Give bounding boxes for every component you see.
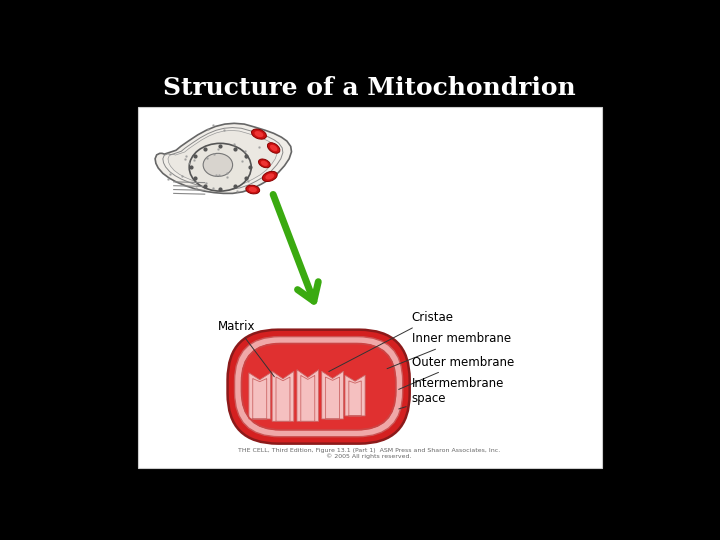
Ellipse shape (248, 187, 257, 192)
FancyBboxPatch shape (235, 336, 402, 437)
Ellipse shape (189, 143, 251, 191)
Text: Cristae: Cristae (329, 311, 454, 372)
Text: Matrix: Matrix (218, 320, 274, 377)
Polygon shape (168, 131, 277, 186)
FancyBboxPatch shape (228, 330, 410, 444)
Ellipse shape (258, 159, 270, 168)
Ellipse shape (267, 143, 280, 153)
Text: Outer membrane: Outer membrane (399, 355, 514, 389)
Ellipse shape (254, 131, 264, 137)
Ellipse shape (266, 173, 274, 179)
Polygon shape (297, 370, 319, 421)
Text: Structure of a Mitochondrion: Structure of a Mitochondrion (163, 76, 575, 100)
Ellipse shape (246, 185, 260, 194)
Ellipse shape (203, 153, 233, 177)
Text: THE CELL, Third Edition, Figure 13.1 (Part 1)  ASM Press and Sharon Associates, : THE CELL, Third Edition, Figure 13.1 (Pa… (238, 448, 500, 460)
Bar (138, 107, 601, 468)
Polygon shape (272, 372, 294, 421)
Ellipse shape (261, 161, 268, 166)
FancyArrowPatch shape (273, 194, 318, 301)
Ellipse shape (270, 145, 277, 151)
Polygon shape (345, 375, 365, 416)
FancyBboxPatch shape (241, 343, 396, 430)
Polygon shape (322, 372, 343, 419)
Text: Inner membrane: Inner membrane (387, 333, 510, 369)
Text: Intermembrane
space: Intermembrane space (399, 376, 504, 409)
Polygon shape (155, 123, 292, 193)
Ellipse shape (251, 129, 266, 139)
Ellipse shape (262, 171, 277, 181)
Polygon shape (249, 373, 271, 419)
